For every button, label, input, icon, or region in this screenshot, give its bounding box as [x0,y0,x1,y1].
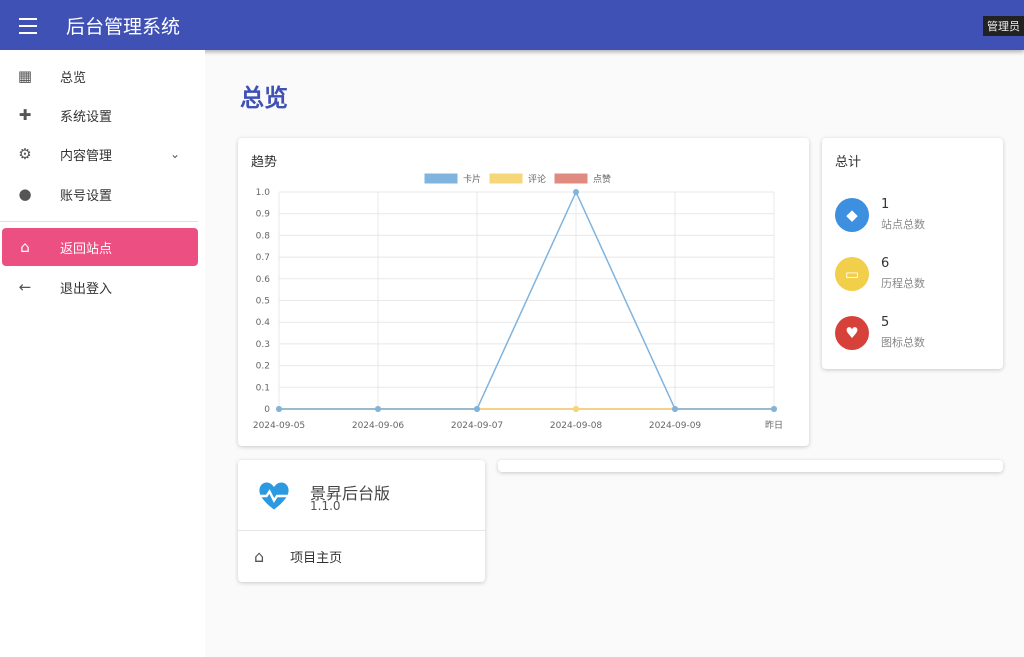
y-tick-label: 0.1 [256,383,270,393]
sidebar-item-label: 退出登入 [60,281,113,297]
sidebar-item-label: 账号设置 [60,188,113,204]
app-version: 1.1.0 [310,499,341,513]
sidebar-item-content[interactable]: ⚙ 内容管理 ⌄ [2,135,198,173]
person-icon: ● [18,185,32,203]
data-point [573,406,579,412]
legend-swatch [554,173,588,184]
stat-value: 6 [881,256,890,271]
stat-sites: ◆ 1 站点总数 [835,197,925,232]
sidebar-item-label: 内容管理 [60,148,113,164]
sidebar: ▦ 总览 ✚ 系统设置 ⚙ 内容管理 ⌄ ● 账号设置 ⌂ 返回站点 ← 退出登入 [0,50,205,657]
app-name: 景昇后台版 [310,484,391,503]
y-tick-label: 0 [264,405,270,415]
data-point [573,189,579,195]
divider [238,530,485,531]
stat-value: 5 [881,315,890,330]
y-tick-label: 0.3 [256,340,270,350]
x-tick-label: 2024-09-09 [649,421,702,431]
stat-icons: ♥ 5 图标总数 [835,315,925,350]
project-home-label: 项目主页 [290,550,343,566]
arrow-left-icon: ← [18,278,32,296]
x-tick-label: 昨日 [765,419,783,431]
sidebar-item-logout[interactable]: ← 退出登入 [2,268,198,306]
y-tick-label: 0.5 [256,297,270,307]
y-tick-label: 0.7 [256,253,270,263]
series-line [279,190,774,410]
stat-label: 图标总数 [881,336,925,349]
x-tick-label: 2024-09-08 [550,421,603,431]
gear-icon: ⚙ [18,145,32,163]
data-point [276,406,282,412]
stat-value: 1 [881,197,890,212]
home-icon: ⌂ [254,546,265,566]
trend-card: 趋势 0 0.1 0.2 0.3 0.4 0.5 0.6 0.7 0.8 0.9 1.0 2024-0… [238,138,809,446]
legend-label: 评论 [528,173,546,185]
legend-label: 点赞 [593,173,611,185]
app-title: 后台管理系统 [66,16,181,38]
sidebar-item-label: 总览 [60,70,87,86]
totals-card: 总计 ◆ 1 站点总数 ▭ 6 历程总数 ♥ 5 图标总数 [822,138,1003,369]
puzzle-icon: ✚ [18,106,32,124]
page-title: 总览 [240,84,288,112]
x-tick-label: 2024-09-06 [352,421,405,431]
comment-icon: ▭ [835,256,869,291]
legend-swatch [489,173,523,184]
totals-title: 总计 [835,155,862,170]
heart-icon: ♥ [835,315,869,350]
trend-chart: 0 0.1 0.2 0.3 0.4 0.5 0.6 0.7 0.8 0.9 1.0 2024-09-0… [253,173,783,431]
stat-label: 站点总数 [881,218,925,231]
legend-label: 卡片 [463,173,481,185]
legend-swatch [424,173,458,184]
empty-card [498,460,1003,472]
heartbeat-icon [256,478,292,514]
y-tick-label: 0.2 [256,362,270,372]
y-tick-label: 0.8 [256,231,271,241]
sidebar-item-label: 返回站点 [60,241,113,257]
top-app-bar: 后台管理系统 管理员 [0,0,1024,50]
x-tick-label: 2024-09-05 [253,421,305,431]
data-point [672,406,678,412]
user-menu[interactable]: 管理员 [983,16,1024,36]
stat-label: 历程总数 [881,277,925,290]
y-tick-label: 0.6 [256,275,271,285]
data-point [375,406,381,412]
stat-history: ▭ 6 历程总数 [835,256,925,291]
y-tick-label: 0.4 [256,318,271,328]
trend-title: 趋势 [251,155,278,170]
data-point [474,406,480,412]
y-tick-label: 0.9 [256,210,271,220]
sidebar-item-label: 系统设置 [60,109,113,125]
sidebar-item-overview[interactable]: ▦ 总览 [2,57,198,95]
y-tick-label: 1.0 [256,188,271,198]
chevron-down-icon: ⌄ [169,147,180,161]
sidebar-item-account[interactable]: ● 账号设置 [2,175,198,213]
home-icon: ⌂ [20,238,30,256]
sidebar-item-system-settings[interactable]: ✚ 系统设置 [2,96,198,134]
tag-icon: ◆ [835,197,869,232]
app-info-card: 景昇后台版 1.1.0 ⌂ 项目主页 [238,460,485,582]
x-tick-label: 2024-09-07 [451,421,503,431]
project-home-link[interactable]: ⌂ 项目主页 [238,540,485,572]
dashboard-icon: ▦ [17,67,33,85]
sidebar-item-back-to-site[interactable]: ⌂ 返回站点 [2,228,198,266]
divider [0,221,198,222]
menu-icon[interactable] [17,13,39,37]
data-point [771,406,777,412]
